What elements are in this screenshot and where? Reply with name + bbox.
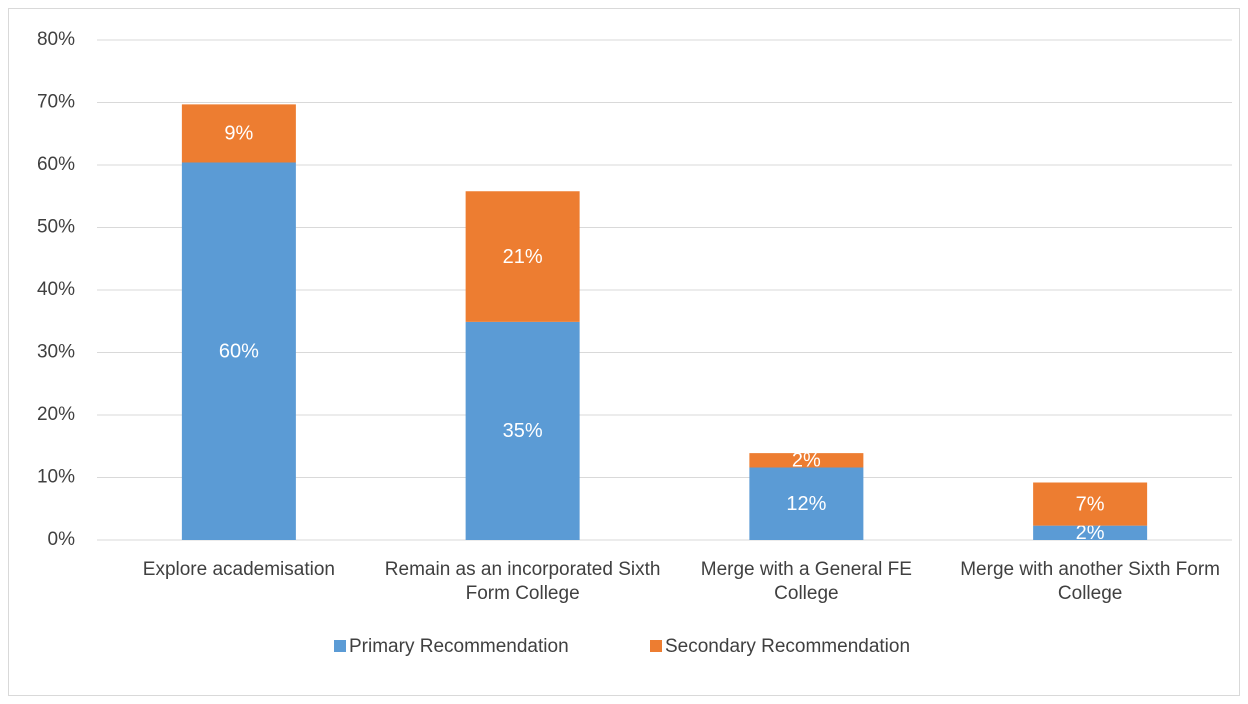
x-tick-label: Merge with a General FE College [700, 559, 912, 604]
x-tick-label: Remain as an incorporated Sixth Form Col… [384, 559, 661, 604]
data-label: 60% [219, 341, 259, 363]
data-label: 35% [503, 420, 543, 442]
y-tick-label: 50% [37, 217, 75, 238]
data-label: 2% [792, 450, 821, 472]
bar-segment [465, 191, 580, 322]
y-tick-label: 60% [37, 154, 75, 175]
data-label: 2% [1076, 522, 1105, 544]
y-tick-label: 30% [37, 342, 75, 363]
bar-segment [181, 162, 296, 540]
bar-segment [749, 467, 864, 540]
y-tick-label: 20% [37, 404, 75, 425]
bar-segment [1033, 482, 1148, 526]
legend-swatch [650, 640, 662, 652]
bar-segment [465, 321, 580, 540]
legend-swatch [334, 640, 346, 652]
legend-label: Secondary Recommendation [665, 636, 910, 657]
y-tick-label: 80% [37, 29, 75, 50]
x-tick-label: Explore academisation [142, 559, 335, 580]
data-label: 9% [224, 123, 253, 145]
bar-segment [181, 104, 296, 163]
chart-border [8, 8, 1240, 696]
y-tick-label: 10% [37, 467, 75, 488]
data-label: 7% [1076, 493, 1105, 515]
legend-label: Primary Recommendation [349, 636, 569, 657]
y-tick-label: 70% [37, 92, 75, 113]
y-tick-label: 0% [48, 529, 76, 550]
bar-segment [1033, 525, 1148, 540]
y-tick-label: 40% [37, 279, 75, 300]
data-label: 21% [503, 246, 543, 268]
x-tick-label: Merge with another Sixth Form College [960, 559, 1220, 604]
data-label: 12% [786, 493, 826, 515]
bar-segment [749, 453, 864, 468]
